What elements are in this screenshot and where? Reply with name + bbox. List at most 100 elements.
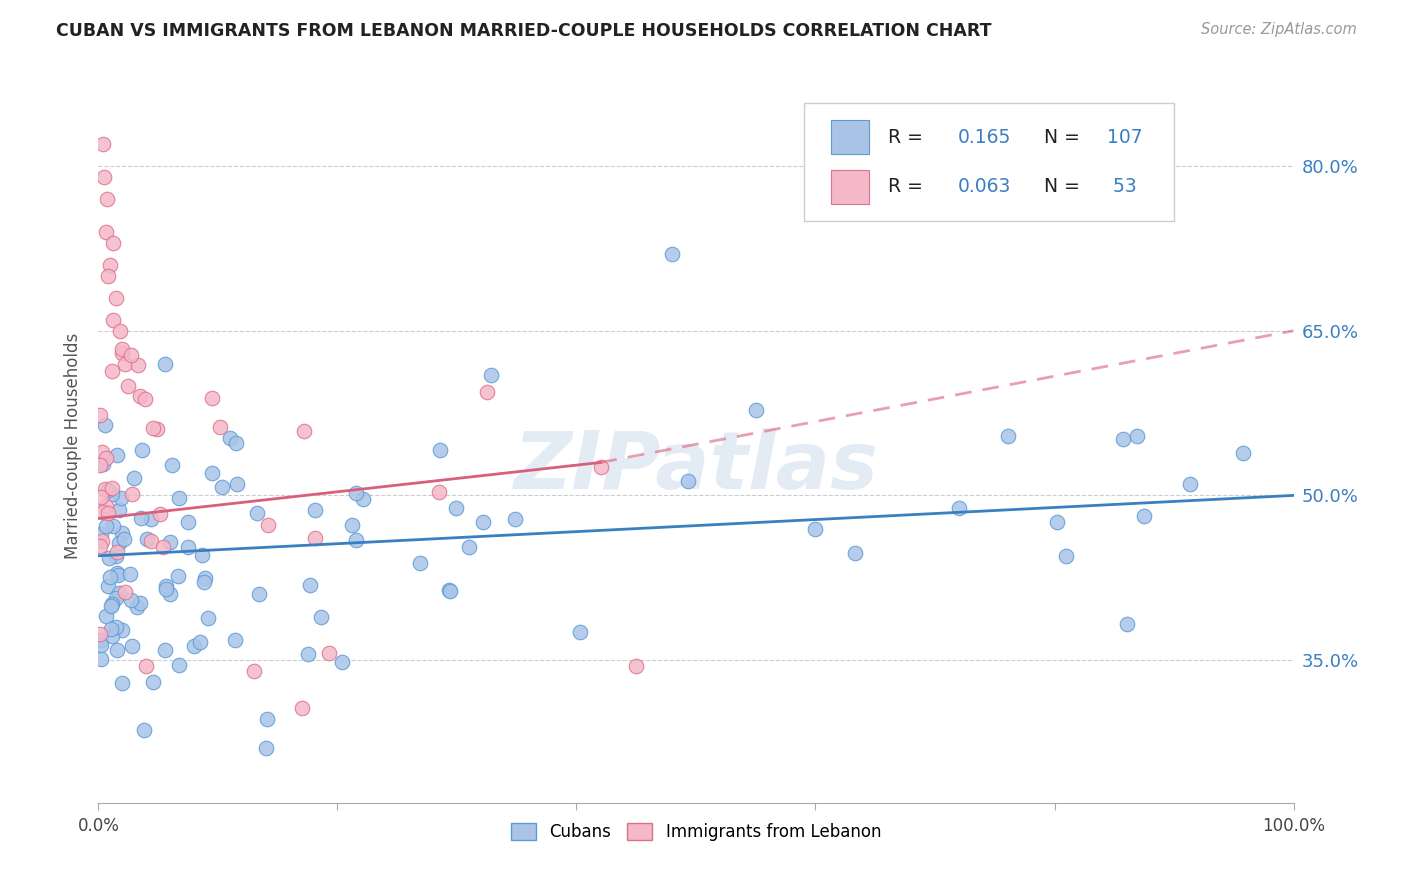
Point [211,480,233,494]
Point [145,422,167,436]
Point [569,624,592,639]
Point [134,392,156,407]
Point [100,622,122,636]
Point [318,646,340,660]
Point [101,629,124,643]
Point [191,549,214,563]
Point [128,389,150,403]
Point [330,655,353,669]
Point [108,324,131,338]
Point [142,674,165,689]
Point [97,579,120,593]
Point [155,579,177,593]
Point [188,635,211,649]
Text: 0.063: 0.063 [957,178,1011,196]
Point [201,391,224,405]
Point [112,532,135,546]
Point [89,539,111,553]
Point [114,357,136,371]
Point [122,471,145,485]
Point [1115,616,1137,631]
Point [257,518,280,533]
Point [169,491,191,506]
Point [89,408,111,422]
Point [439,583,461,598]
Point [344,533,367,547]
FancyBboxPatch shape [831,169,869,204]
Point [477,384,499,399]
Point [105,448,128,462]
Point [1232,445,1254,459]
Point [243,664,266,678]
Point [803,522,825,536]
Text: CUBAN VS IMMIGRANTS FROM LEBANON MARRIED-COUPLE HOUSEHOLDS CORRELATION CHART: CUBAN VS IMMIGRANTS FROM LEBANON MARRIED… [56,22,991,40]
Point [96,450,118,465]
Point [256,712,278,726]
Point [997,429,1019,443]
Point [408,557,430,571]
Point [108,586,131,600]
Point [93,169,115,184]
Point [101,364,124,378]
Point [177,515,200,529]
Point [104,549,127,563]
Text: Source: ZipAtlas.com: Source: ZipAtlas.com [1201,22,1357,37]
Point [120,566,142,581]
Point [292,424,315,438]
Point [503,512,526,526]
Point [100,481,122,495]
FancyBboxPatch shape [831,120,869,154]
Point [1133,509,1156,524]
Point [96,519,118,533]
Point [105,545,128,559]
Point [101,235,124,250]
Point [291,701,314,715]
Text: 53: 53 [1107,178,1137,196]
Point [128,596,150,610]
Point [97,551,120,566]
Point [444,501,467,516]
Point [90,638,112,652]
Point [340,518,363,533]
Point [121,487,143,501]
Point [94,609,117,624]
Y-axis label: Married-couple Households: Married-couple Households [65,333,83,559]
Point [89,627,111,641]
Point [226,476,249,491]
Point [352,491,374,506]
Text: N =: N = [1032,128,1085,146]
Point [458,541,481,555]
Point [309,609,332,624]
Point [91,137,114,152]
Point [111,343,134,357]
Point [98,258,122,272]
Point [117,378,139,392]
Point [167,657,190,672]
Point [661,247,683,261]
Point [678,474,700,488]
Point [94,482,117,496]
Point [1112,432,1135,446]
Point [1054,549,1077,563]
Text: N =: N = [1032,178,1085,196]
Point [89,458,111,472]
Point [105,642,128,657]
Text: R =: R = [889,178,929,196]
Point [844,546,866,560]
Point [90,527,112,541]
Point [183,639,205,653]
Point [427,485,450,500]
Point [101,597,124,611]
Point [110,525,132,540]
Text: ZIPatlas: ZIPatlas [513,428,879,507]
Point [90,651,112,665]
Point [304,503,326,517]
Point [225,436,247,450]
Point [153,643,176,657]
Point [948,500,970,515]
Point [131,442,153,457]
Point [297,647,319,661]
Point [94,499,117,513]
Text: R =: R = [889,128,929,146]
Point [472,515,495,529]
